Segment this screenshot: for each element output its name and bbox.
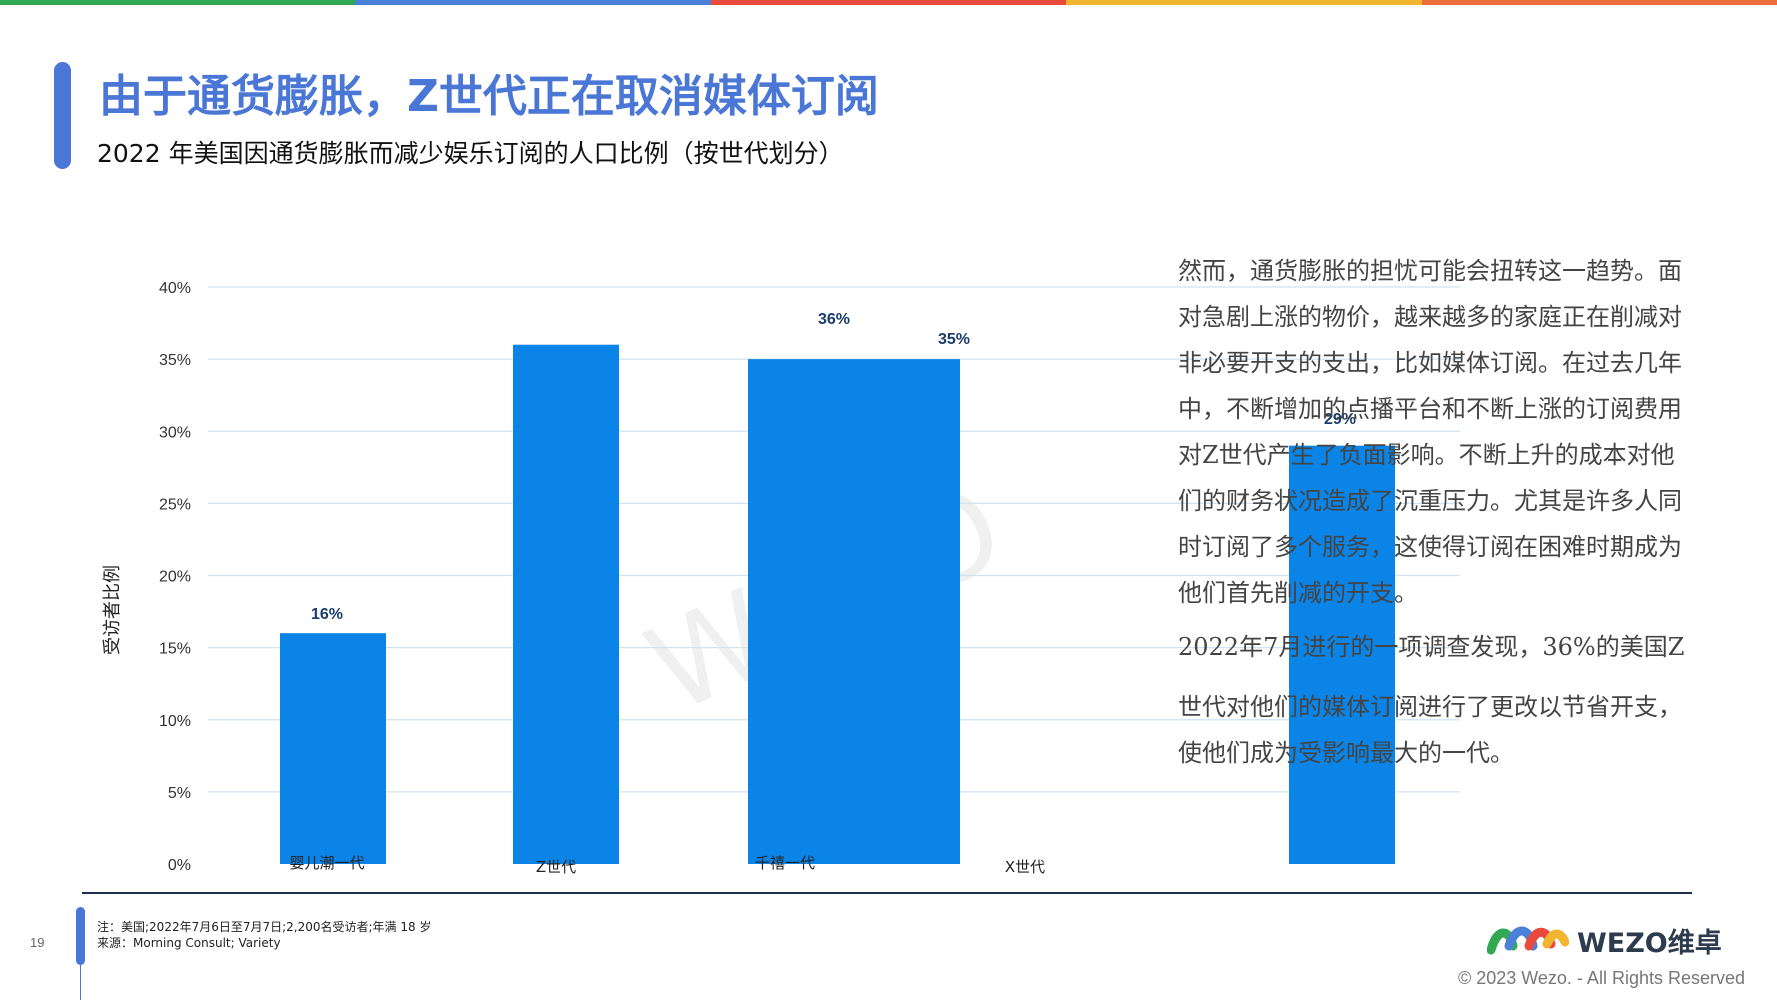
bar bbox=[513, 344, 619, 864]
commentary-paragraph-1: 然而，通货膨胀的担忧可能会扭转这一趋势。面对急剧上涨的物价，越来越多的家庭正在削… bbox=[1178, 257, 1682, 607]
y-tick-label: 0% bbox=[168, 857, 191, 874]
logo-text: WEZO维卓 bbox=[1577, 927, 1722, 959]
band-blue bbox=[355, 0, 711, 5]
band-green bbox=[0, 0, 356, 5]
top-color-band bbox=[0, 0, 1777, 5]
brand-logo: WEZO维卓 bbox=[1487, 920, 1722, 960]
bar-value-label: 16% bbox=[311, 606, 343, 623]
commentary-paragraph-2: 2022年7月进行的一项调查发现，36%的美国Z bbox=[1178, 633, 1685, 661]
y-tick-label: 15% bbox=[159, 641, 191, 658]
y-tick-label: 40% bbox=[159, 280, 191, 297]
x-category-label: 千禧一代 bbox=[755, 854, 815, 872]
bar-value-label: 35% bbox=[938, 331, 970, 348]
x-category-label: Z世代 bbox=[536, 858, 576, 876]
chart-labels: 0% 5% 10% 15% 20% 25% 30% 35% 40% 受访者比例 16% 36% 35% 2… bbox=[102, 280, 1356, 876]
y-tick-label: 10% bbox=[159, 713, 191, 730]
footer-accent-bar bbox=[76, 907, 85, 965]
footnote-source: 来源：Morning Consult; Variety bbox=[97, 936, 281, 950]
y-tick-label: 30% bbox=[159, 424, 191, 441]
bar bbox=[280, 633, 386, 864]
commentary-text: 然而，通货膨胀的担忧可能会扭转这一趋势。面对急剧上涨的物价，越来越多的家庭正在削… bbox=[1178, 248, 1698, 776]
footnote: 注：美国;2022年7月6日至7月7日;2,200名受访者;年满 18 岁 来源… bbox=[97, 919, 431, 951]
y-tick-label: 5% bbox=[168, 785, 191, 802]
y-tick-label: 25% bbox=[159, 496, 191, 513]
footer-accent-line bbox=[80, 965, 81, 1000]
page-number: 19 bbox=[30, 935, 45, 950]
band-red bbox=[710, 0, 1067, 5]
chart-bars bbox=[280, 344, 1395, 864]
copyright: © 2023 Wezo. - All Rights Reserved bbox=[1457, 968, 1745, 988]
commentary-paragraph-3: 世代对他们的媒体订阅进行了更改以节省开支，使他们成为受影响最大的一代。 bbox=[1178, 693, 1682, 767]
bar-value-label: 29% bbox=[1324, 411, 1356, 428]
page-title: 由于通货膨胀，Z世代正在取消媒体订阅 bbox=[99, 71, 879, 122]
bottom-divider bbox=[82, 892, 1692, 894]
logo-mark-icon bbox=[1487, 926, 1569, 955]
bar-value-label: 36% bbox=[818, 311, 850, 328]
page-subtitle: 2022 年美国因通货膨胀而减少娱乐订阅的人口比例（按世代划分） bbox=[97, 139, 844, 168]
bar bbox=[748, 359, 960, 864]
y-axis-title: 受访者比例 bbox=[102, 565, 123, 655]
band-orange bbox=[1421, 0, 1777, 5]
y-tick-label: 35% bbox=[159, 352, 191, 369]
footnote-note: 注：美国;2022年7月6日至7月7日;2,200名受访者;年满 18 岁 bbox=[97, 920, 432, 934]
band-yellow bbox=[1066, 0, 1422, 5]
x-category-label: X世代 bbox=[1005, 858, 1045, 876]
bar bbox=[1289, 445, 1395, 864]
y-tick-label: 20% bbox=[159, 569, 191, 586]
x-category-label: 婴儿潮一代 bbox=[289, 854, 364, 872]
title-accent-bar bbox=[54, 62, 71, 169]
